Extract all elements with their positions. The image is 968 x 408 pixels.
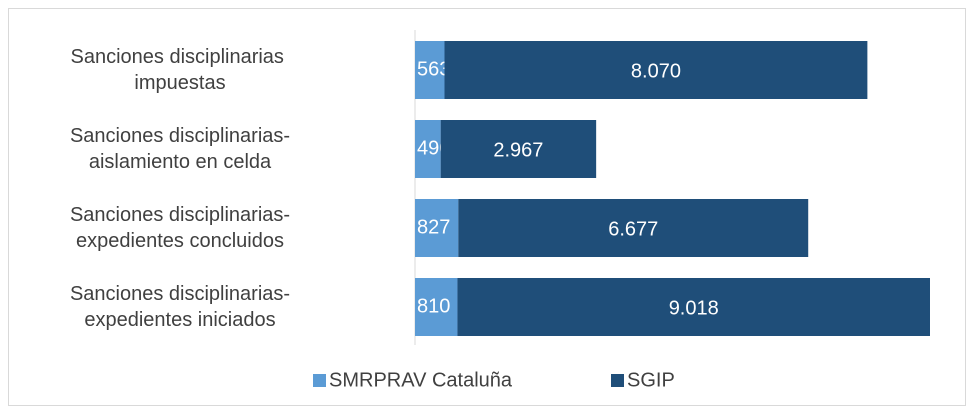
category-label: Sanciones disciplinarias impuestas (70, 46, 289, 94)
bar-segment (415, 41, 445, 99)
value-label: 827 (417, 216, 450, 238)
value-label: 563 (417, 58, 450, 80)
value-label: 9.018 (669, 297, 719, 319)
legend-swatch (611, 374, 624, 387)
bar-segment (415, 120, 441, 178)
value-label: 8.070 (631, 60, 681, 82)
bar-segment (415, 278, 458, 336)
value-label: 2.967 (493, 139, 543, 161)
category-label: Sanciones disciplinarias-aislamiento en … (70, 125, 290, 173)
legend-label: SGIP (627, 369, 675, 391)
bar-segment (444, 41, 868, 99)
bar-segment (457, 278, 930, 336)
value-label: 6.677 (608, 218, 658, 240)
legend-label: SMRPRAV Cataluña (329, 369, 513, 391)
legend-swatch (313, 374, 326, 387)
value-label: 810 (417, 295, 450, 317)
category-label: Sanciones disciplinarias-expedientes con… (70, 204, 290, 252)
bar-segment (415, 199, 459, 257)
category-label: Sanciones disciplinarias-expedientes ini… (70, 283, 290, 331)
bar-segment (440, 120, 597, 178)
bar-segment (458, 199, 809, 257)
